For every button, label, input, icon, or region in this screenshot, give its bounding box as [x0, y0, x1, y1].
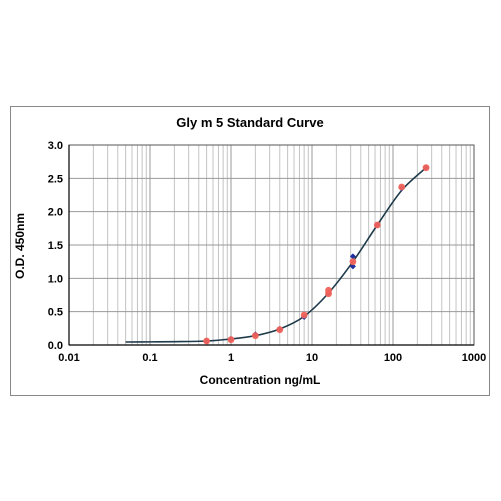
y-tick-label: 2.0: [48, 207, 63, 219]
data-point-circle: [300, 311, 308, 319]
data-point-circle: [422, 164, 430, 172]
data-point-circle: [349, 258, 357, 266]
y-tick-label: 1.5: [48, 240, 63, 252]
x-tick-label: 0.01: [58, 352, 79, 364]
y-tick-label: 1.0: [48, 273, 63, 285]
x-tick-label: 0.1: [142, 352, 157, 364]
x-axis-label: Concentration ng/mL: [200, 373, 321, 387]
y-tick-label: 0.5: [48, 307, 63, 319]
data-point-circle: [227, 336, 235, 344]
y-tick-label: 2.5: [48, 173, 63, 185]
data-point-circle: [325, 286, 332, 294]
y-axis-label: O.D. 450nm: [13, 213, 27, 279]
data-point-circle: [251, 332, 259, 340]
chart-title: Gly m 5 Standard Curve: [176, 115, 323, 130]
x-tick-label: 1000: [462, 352, 486, 364]
x-tick-label: 10: [306, 352, 318, 364]
y-tick-label: 3.0: [48, 140, 63, 152]
y-tick-label: 0.0: [48, 340, 63, 352]
data-point-circle: [373, 221, 381, 229]
data-point-circle: [398, 183, 406, 191]
data-point-diamond: [349, 263, 356, 270]
x-tick-label: 100: [384, 352, 402, 364]
data-point-circle: [203, 337, 211, 345]
x-tick-label: 1: [228, 352, 234, 364]
chart-frame: Gly m 5 Standard Curve 0.0 0.5 1.0 1.5 2.0 2.…: [10, 106, 490, 396]
data-point-diamond: [349, 253, 356, 260]
plot-area: 0.0 0.5 1.0 1.5 2.0 2.5 3.0 0.01 0.1 1 10 100 1000: [48, 140, 487, 364]
data-point-circle: [276, 326, 284, 334]
chart-svg: Gly m 5 Standard Curve 0.0 0.5 1.0 1.5 2.0 2.…: [13, 115, 487, 387]
